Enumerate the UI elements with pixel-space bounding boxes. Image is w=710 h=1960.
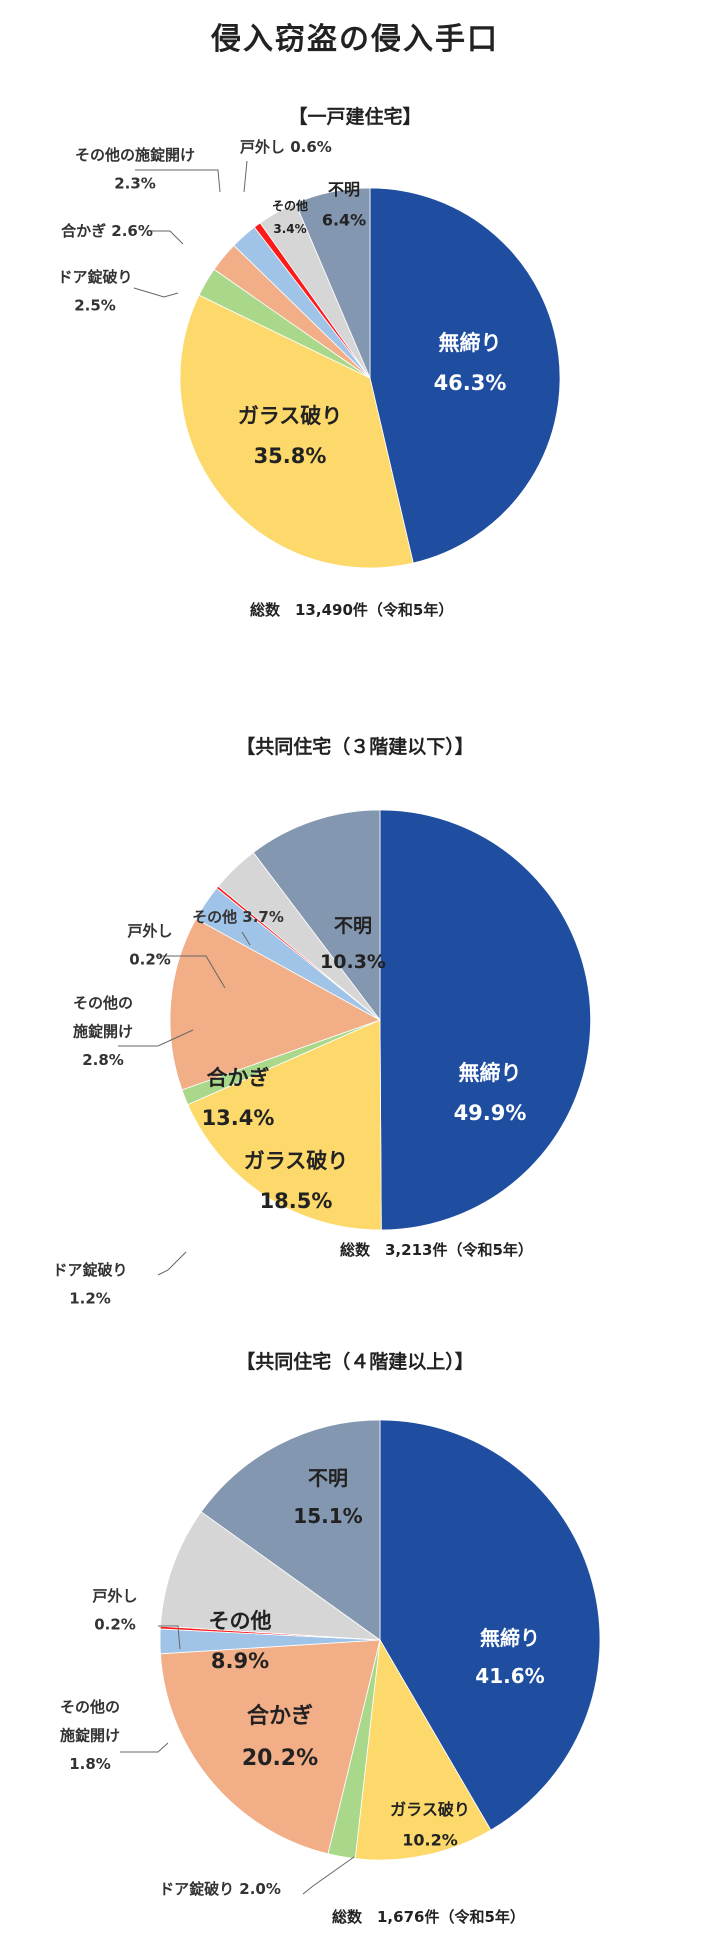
- total-count-label: 総数 1,676件（令和5年）: [332, 1908, 525, 1926]
- data-label-glass-break: 18.5%: [260, 1189, 333, 1213]
- data-label-other-lock-opening: その他の: [73, 994, 133, 1012]
- leader-line-door-lock-break: [302, 1856, 355, 1895]
- pie-slice-unlocked: [379, 1419, 601, 1831]
- pie-chart-apartment-3f-or-less: 【共同住宅（３階建以下）】無締り 49.9% ガラス破り 18.5% ドア錠破り 1.2%…: [52, 735, 591, 1308]
- leader-line-door-removal: [243, 160, 248, 193]
- pie-slice-other: [160, 1511, 382, 1641]
- leader-line-duplicate-key: [150, 230, 184, 245]
- chart-title: 【共同住宅（４階建以上）】: [236, 1350, 474, 1373]
- total-count-label: 総数 13,490件（令和5年）: [250, 601, 453, 619]
- data-label-door-lock-break: ドア錠破り 2.0%: [159, 1880, 281, 1898]
- data-label-glass-break: ガラス破り: [244, 1149, 349, 1173]
- data-label-unknown: 不明: [308, 1466, 348, 1490]
- pie-slice-glass-break: [187, 1019, 382, 1231]
- total-count-label: 総数 3,213件（令和5年）: [340, 1241, 533, 1259]
- leader-line-door-lock-break: [133, 287, 179, 298]
- data-label-glass-break: 35.8%: [254, 444, 327, 468]
- data-label-door-removal: 0.2%: [94, 1616, 136, 1634]
- data-label-other-lock-opening: その他の: [60, 1698, 120, 1716]
- data-label-other: その他: [272, 198, 308, 213]
- data-label-door-removal: 戸外し: [92, 1587, 137, 1605]
- data-label-duplicate-key: 合かぎ: [207, 1066, 270, 1090]
- data-label-unknown: 10.3%: [320, 951, 386, 973]
- data-label-glass-break: ガラス破り: [390, 1800, 470, 1819]
- data-label-other-lock-opening: 2.8%: [82, 1051, 124, 1069]
- leader-line-other-lock-opening: [135, 169, 221, 193]
- data-label-door-removal: 0.2%: [129, 951, 171, 969]
- data-label-other-lock-opening: 施錠開け: [60, 1727, 120, 1745]
- data-label-door-removal: 戸外し: [127, 922, 172, 940]
- data-label-other-lock-opening: その他の施錠開け: [75, 146, 195, 164]
- leader-line-door-removal: [158, 955, 226, 989]
- data-label-unlocked: 46.3%: [434, 371, 507, 395]
- data-label-glass-break: ガラス破り: [238, 404, 343, 428]
- pie-slice-glass-break: [179, 294, 414, 569]
- chart-title: 【一戸建住宅】: [288, 105, 421, 128]
- data-label-other-lock-opening: 2.3%: [114, 175, 156, 193]
- pie-slice-unlocked: [379, 809, 591, 1231]
- chart-title: 【共同住宅（３階建以下）】: [236, 735, 474, 758]
- data-label-unlocked: 無締り: [480, 1626, 540, 1650]
- leader-line-other-lock-opening: [120, 1742, 169, 1753]
- data-label-other: 8.9%: [211, 1649, 269, 1673]
- leader-line-other-lock-opening: [118, 1029, 194, 1047]
- data-label-door-lock-break: 1.2%: [69, 1290, 111, 1308]
- data-label-duplicate-key: 合かぎ 2.6%: [60, 222, 153, 240]
- pie-slice-unknown: [252, 809, 381, 1022]
- data-label-glass-break: 10.2%: [402, 1830, 458, 1849]
- data-label-unknown: 不明: [334, 915, 372, 937]
- pie-chart-detached-house: 【一戸建住宅】無締り 46.3% ガラス破り 35.8% ドア錠破り 2.5% 合かぎ 2.…: [57, 105, 561, 619]
- leader-line-other: [241, 931, 251, 946]
- pie-slice-unlocked: [369, 187, 561, 564]
- main-title: 侵入窃盗の侵入手口: [211, 22, 499, 57]
- leader-line-door-removal: [158, 1625, 181, 1650]
- data-label-unlocked: 無締り: [459, 1061, 522, 1085]
- pie-slice-unknown: [200, 1419, 381, 1641]
- data-label-duplicate-key: 13.4%: [202, 1106, 275, 1130]
- data-label-unlocked: 49.9%: [454, 1101, 527, 1125]
- data-label-other: その他 3.7%: [192, 908, 284, 926]
- pie-slice-glass-break: [354, 1638, 492, 1861]
- data-label-unknown: 15.1%: [293, 1504, 362, 1528]
- data-label-unlocked: 無締り: [439, 331, 502, 355]
- data-label-unknown: 6.4%: [322, 210, 366, 229]
- data-label-other: その他: [209, 1609, 272, 1633]
- pie-slice-duplicate-key: [160, 1639, 381, 1855]
- data-label-door-lock-break: ドア錠破り: [52, 1261, 127, 1279]
- pie-chart-apartment-4f-or-more: 【共同住宅（４階建以上）】無締り 41.6% ガラス破り 10.2% ドア錠破り 2.0…: [60, 1350, 601, 1926]
- data-label-other-lock-opening: 施錠開け: [73, 1023, 133, 1041]
- data-label-door-lock-break: 2.5%: [74, 297, 116, 315]
- data-label-other-lock-opening: 1.8%: [69, 1755, 111, 1773]
- data-label-door-removal: 戸外し 0.6%: [240, 138, 332, 156]
- data-label-duplicate-key: 合かぎ: [247, 1703, 313, 1729]
- pie-slice-duplicate-key: [169, 918, 381, 1091]
- data-label-duplicate-key: 20.2%: [242, 1746, 318, 1771]
- leader-line-door-lock-break: [157, 1251, 187, 1276]
- data-label-other: 3.4%: [273, 222, 306, 236]
- data-label-door-lock-break: ドア錠破り: [57, 268, 132, 286]
- data-label-unlocked: 41.6%: [475, 1664, 544, 1688]
- data-label-unknown: 不明: [328, 180, 360, 199]
- pie-slice-unknown: [295, 187, 371, 379]
